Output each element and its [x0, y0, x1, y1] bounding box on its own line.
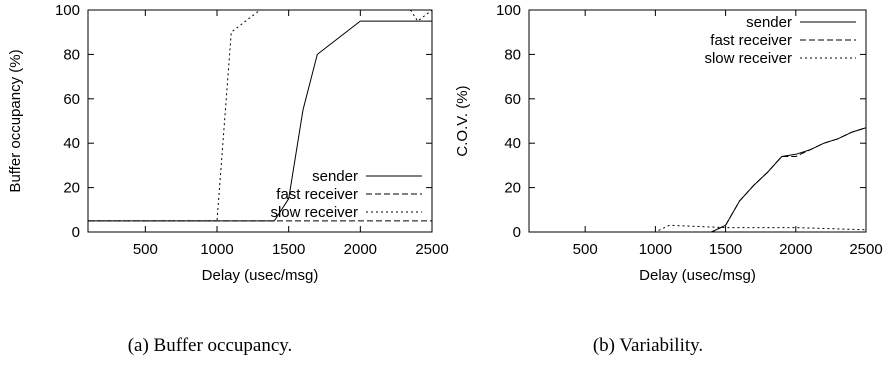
y-tick-label: 60: [63, 91, 80, 108]
x-tick-label: 2000: [344, 241, 377, 258]
y-tick-label: 40: [504, 135, 521, 152]
y-tick-label: 0: [513, 224, 521, 241]
series-line-slow-receiver: [529, 224, 866, 232]
x-tick-label: 500: [573, 241, 598, 258]
legend-label-fast-receiver: fast receiver: [276, 186, 358, 203]
y-tick-label: 80: [63, 46, 80, 63]
x-tick-label: 2500: [415, 241, 448, 258]
series-line-slow-receiver: [88, 9, 432, 222]
series-line-fast-receiver: [529, 127, 866, 232]
legend-label-sender: sender: [312, 168, 358, 185]
legend-label-fast-receiver: fast receiver: [710, 32, 792, 49]
y-tick-label: 20: [63, 180, 80, 197]
x-tick-label: 1000: [639, 241, 672, 258]
x-tick-label: 2000: [779, 241, 812, 258]
y-tick-label: 0: [72, 224, 80, 241]
y-tick-label: 60: [504, 91, 521, 108]
x-tick-label: 1000: [200, 241, 233, 258]
series-line-sender: [88, 20, 432, 222]
x-axis-label: Delay (usec/msg): [639, 267, 756, 284]
y-axis-label: C.O.V. (%): [454, 85, 471, 156]
legend-label-sender: sender: [746, 14, 792, 31]
y-tick-label: 80: [504, 46, 521, 63]
figure-caption: (b) Variability.: [593, 335, 703, 356]
y-tick-label: 100: [55, 2, 80, 19]
x-tick-label: 1500: [709, 241, 742, 258]
x-axis-label: Delay (usec/msg): [202, 267, 319, 284]
x-tick-label: 500: [133, 241, 158, 258]
x-tick-label: 1500: [272, 241, 305, 258]
y-tick-label: 20: [504, 180, 521, 197]
legend-label-slow-receiver: slow receiver: [270, 204, 358, 221]
y-tick-label: 100: [496, 2, 521, 19]
series-line-sender: [529, 127, 866, 232]
figure-caption: (a) Buffer occupancy.: [128, 335, 293, 356]
legend-label-slow-receiver: slow receiver: [704, 50, 792, 67]
chart-variability: 0 20 40 60 80 100 500 1000 1500 2000 2500 Delay (us…: [454, 2, 883, 356]
chart-buffer-occupancy: 0 20 40 60 80 100 500 1000 1500 2000 2500 Delay (us…: [7, 2, 449, 356]
y-tick-label: 40: [63, 135, 80, 152]
plot-frame: [528, 9, 867, 233]
plot-frame: [87, 9, 433, 233]
x-tick-label: 2500: [849, 241, 882, 258]
y-axis-label: Buffer occupancy (%): [7, 49, 24, 192]
